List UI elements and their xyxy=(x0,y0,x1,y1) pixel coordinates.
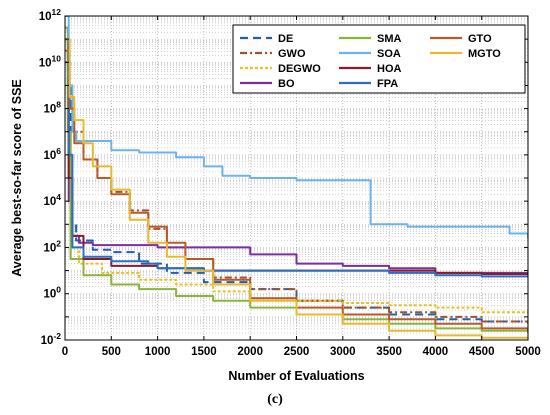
legend-label-gto: GTO xyxy=(468,33,492,45)
series-line-gto xyxy=(65,49,528,331)
x-tick-label: 4000 xyxy=(423,346,449,358)
x-tick-label: 4500 xyxy=(469,346,495,358)
legend-label-gwo: GWO xyxy=(278,48,306,60)
legend-box xyxy=(232,24,526,94)
series-line-soa xyxy=(65,16,528,239)
legend-label-soa: SOA xyxy=(377,48,401,60)
series-line-sma xyxy=(65,26,528,334)
y-tick-base: 10 xyxy=(43,242,56,254)
y-tick-exponent: 4 xyxy=(56,192,61,202)
y-tick-base: 10 xyxy=(41,335,54,347)
legend-label-hoa: HOA xyxy=(377,63,402,75)
x-tick-labels: 0 500 1000 1500 2000 2500 3000 3500 4000 4500 5000 xyxy=(62,346,541,358)
x-tick-label: 1000 xyxy=(145,346,171,358)
x-axis-label: Number of Evaluations xyxy=(228,369,364,383)
series-line-fpa xyxy=(65,38,528,278)
y-tick-base: 10 xyxy=(39,57,52,69)
y-axis-label: Average best-so-far score of SSE xyxy=(10,79,24,277)
legend-label-sma: SMA xyxy=(377,33,402,45)
x-tick-label: 2000 xyxy=(237,346,263,358)
x-tick-label: 3500 xyxy=(376,346,402,358)
y-tick-exponent: 10 xyxy=(52,53,62,63)
y-tick-exponent: 0 xyxy=(56,285,61,295)
y-tick-label: 102 xyxy=(43,238,61,254)
legend-label-de: DE xyxy=(278,33,293,45)
legend-label-degwo: DEGWO xyxy=(278,63,321,75)
ticks xyxy=(64,15,529,341)
y-tick-exponent: 2 xyxy=(56,238,61,248)
chart: 0 500 1000 1500 2000 2500 3000 3500 4000 4500 5000… xyxy=(10,7,541,383)
series-layer xyxy=(65,16,528,339)
x-tick-label: 500 xyxy=(102,346,121,358)
y-tick-exponent: 6 xyxy=(56,146,61,156)
y-tick-label: 104 xyxy=(43,192,61,208)
series-line-degwo xyxy=(65,38,528,315)
x-tick-label: 0 xyxy=(62,346,68,358)
legend-label-bo: BO xyxy=(278,78,295,90)
y-tick-label: 1012 xyxy=(39,7,62,23)
y-tick-exponent: 8 xyxy=(56,100,61,110)
y-tick-base: 10 xyxy=(43,104,56,116)
x-tick-label: 3000 xyxy=(330,346,356,358)
y-tick-base: 10 xyxy=(43,196,56,208)
y-tick-base: 10 xyxy=(43,289,56,301)
y-tick-label: 106 xyxy=(43,146,61,162)
y-tick-exponent: -2 xyxy=(53,331,61,341)
series-line-mgto xyxy=(65,38,528,339)
y-tick-label: 108 xyxy=(43,100,61,116)
y-tick-label: 1010 xyxy=(39,53,62,69)
x-tick-label: 1500 xyxy=(191,346,217,358)
x-tick-label: 5000 xyxy=(515,346,541,358)
y-tick-exponent: 12 xyxy=(52,7,62,17)
figure-caption: (c) xyxy=(267,392,283,407)
y-tick-label: 10-2 xyxy=(41,331,62,347)
y-tick-base: 10 xyxy=(43,150,56,162)
legend-label-fpa: FPA xyxy=(377,78,398,90)
x-tick-label: 2500 xyxy=(284,346,310,358)
y-tick-base: 10 xyxy=(39,11,52,23)
series-line-de xyxy=(65,26,528,323)
y-tick-label: 100 xyxy=(43,285,61,301)
legend-label-mgto: MGTO xyxy=(468,48,501,60)
